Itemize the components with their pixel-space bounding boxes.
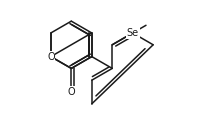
Text: Se: Se [127,28,139,38]
Text: O: O [68,87,75,97]
Text: O: O [47,52,55,62]
